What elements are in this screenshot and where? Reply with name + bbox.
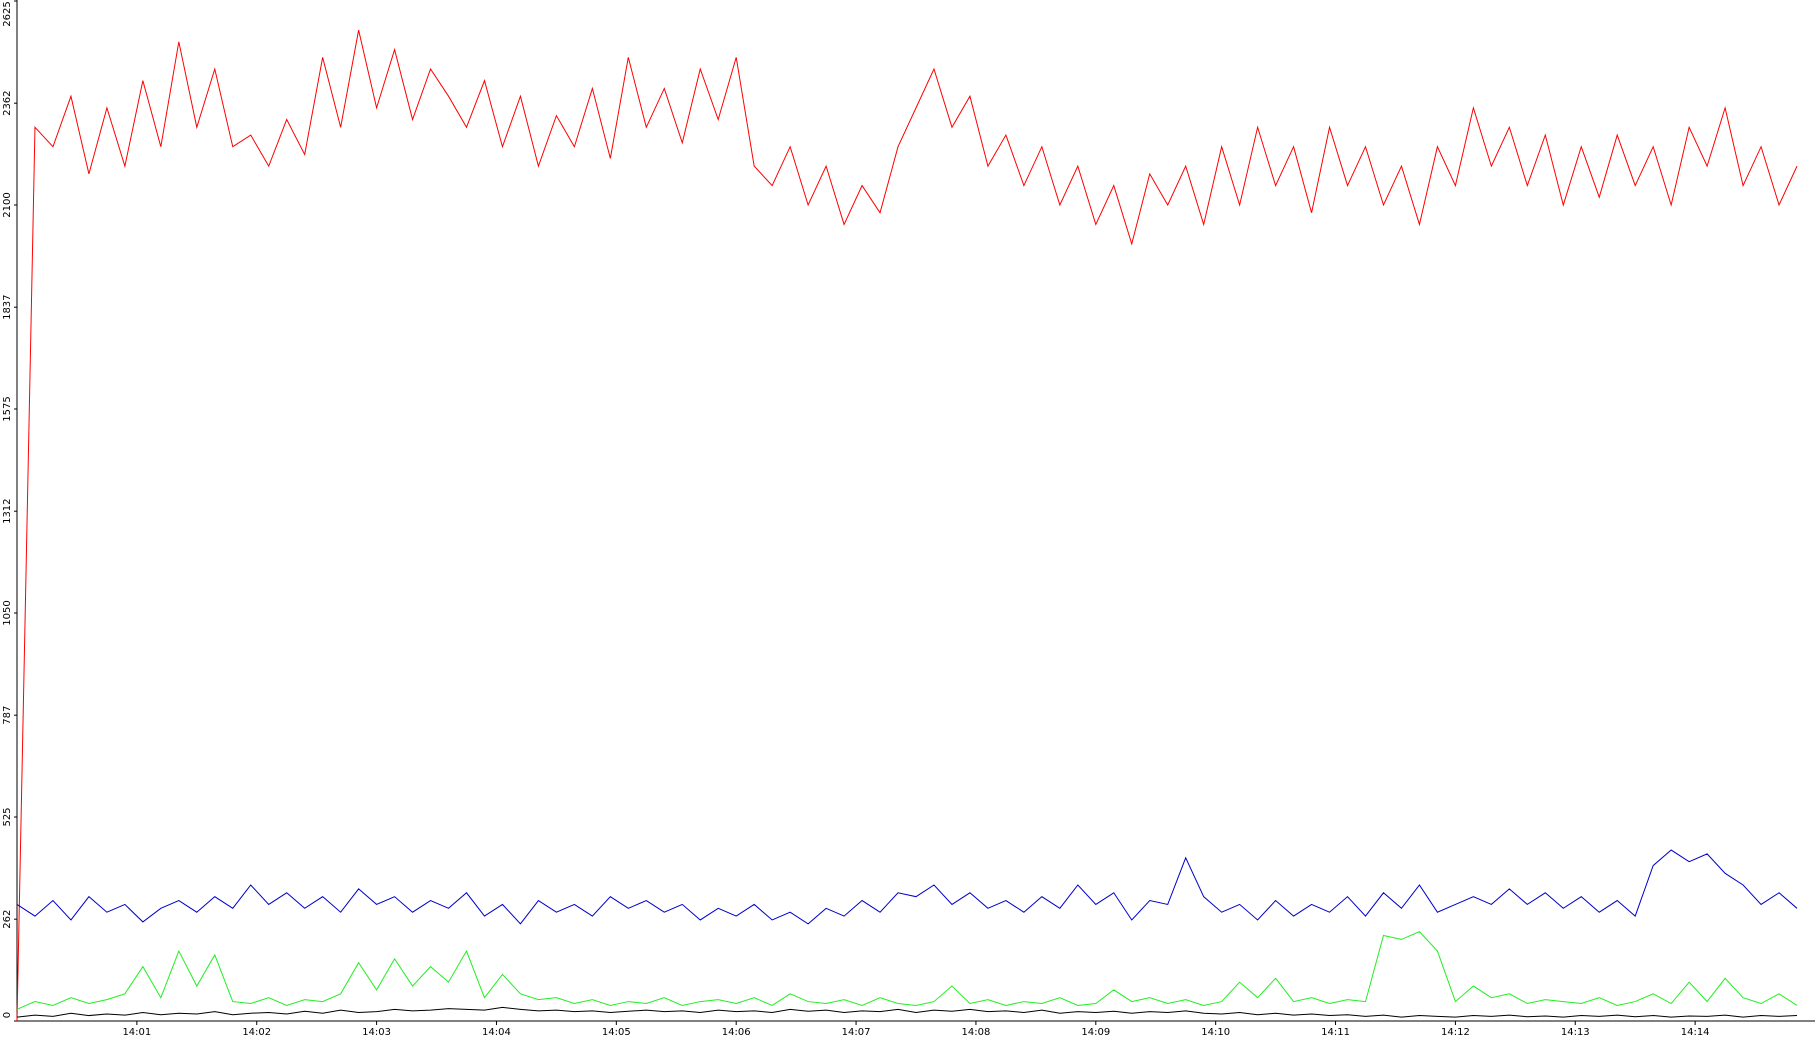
y-tick-label: 0 (2, 1012, 13, 1018)
x-tick-label: 14:11 (1321, 1027, 1350, 1038)
y-tick-label: 787 (2, 706, 13, 725)
x-tick-label: 14:05 (602, 1027, 631, 1038)
x-tick-label: 14:09 (1081, 1027, 1110, 1038)
x-tick-label: 14:01 (122, 1027, 151, 1038)
x-tick-label: 14:08 (962, 1027, 991, 1038)
y-tick-label: 2362 (2, 90, 13, 115)
x-tick-label: 14:03 (362, 1027, 391, 1038)
y-tick-label: 525 (2, 807, 13, 826)
series-line (16, 849, 1798, 925)
y-tick-label: 262 (2, 910, 13, 929)
x-tick-label: 14:14 (1681, 1027, 1710, 1038)
series-line (16, 931, 1798, 1010)
x-tick-label: 14:06 (722, 1027, 751, 1038)
x-tick-label: 14:12 (1441, 1027, 1470, 1038)
series-line (16, 30, 1798, 1022)
x-tick-label: 14:13 (1561, 1027, 1590, 1038)
series-line (16, 1006, 1798, 1018)
y-tick-label: 2100 (2, 192, 13, 217)
x-tick-label: 14:02 (242, 1027, 271, 1038)
y-tick-label: 1575 (2, 396, 13, 421)
x-tick-label: 14:07 (842, 1027, 871, 1038)
x-tick-label: 14:10 (1201, 1027, 1230, 1038)
y-tick-label: 1050 (2, 600, 13, 625)
y-tick-label: 1837 (2, 294, 13, 319)
x-tick-label: 14:04 (482, 1027, 511, 1038)
y-tick-label: 2625 (2, 1, 13, 26)
y-tick-label: 1312 (2, 498, 13, 523)
